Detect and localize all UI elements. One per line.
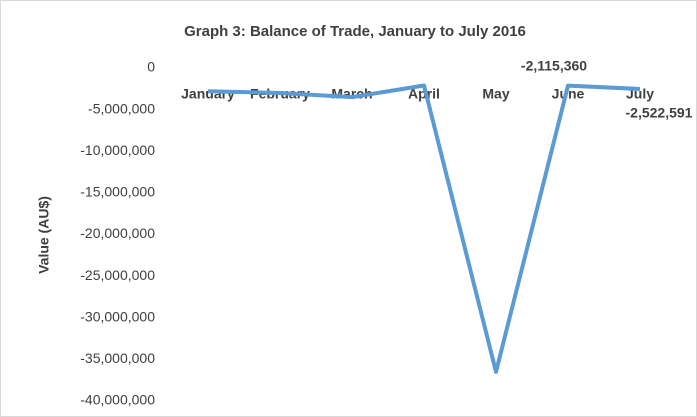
x-tick-label: May xyxy=(482,86,509,102)
y-tick-label: -20,000,000 xyxy=(80,225,155,241)
y-tick-label: -25,000,000 xyxy=(80,267,155,283)
data-line xyxy=(207,83,641,374)
y-tick-label: -15,000,000 xyxy=(80,184,155,200)
y-tick-label: -35,000,000 xyxy=(80,350,155,366)
chart-title: Graph 3: Balance of Trade, January to Ju… xyxy=(184,23,526,40)
y-axis-label: Value (AU$) xyxy=(36,196,52,274)
x-tick-label: June xyxy=(552,86,585,102)
y-tick-label: 0 xyxy=(147,59,155,75)
y-tick-label: -30,000,000 xyxy=(80,308,155,324)
data-label: -2,115,360 xyxy=(521,57,587,73)
y-tick-label: -10,000,000 xyxy=(80,142,155,158)
data-label: -2,522,591 xyxy=(626,105,693,121)
y-tick-label: -5,000,000 xyxy=(88,100,155,116)
x-tick-label: April xyxy=(408,86,440,102)
y-tick-label: -40,000,000 xyxy=(80,392,155,408)
